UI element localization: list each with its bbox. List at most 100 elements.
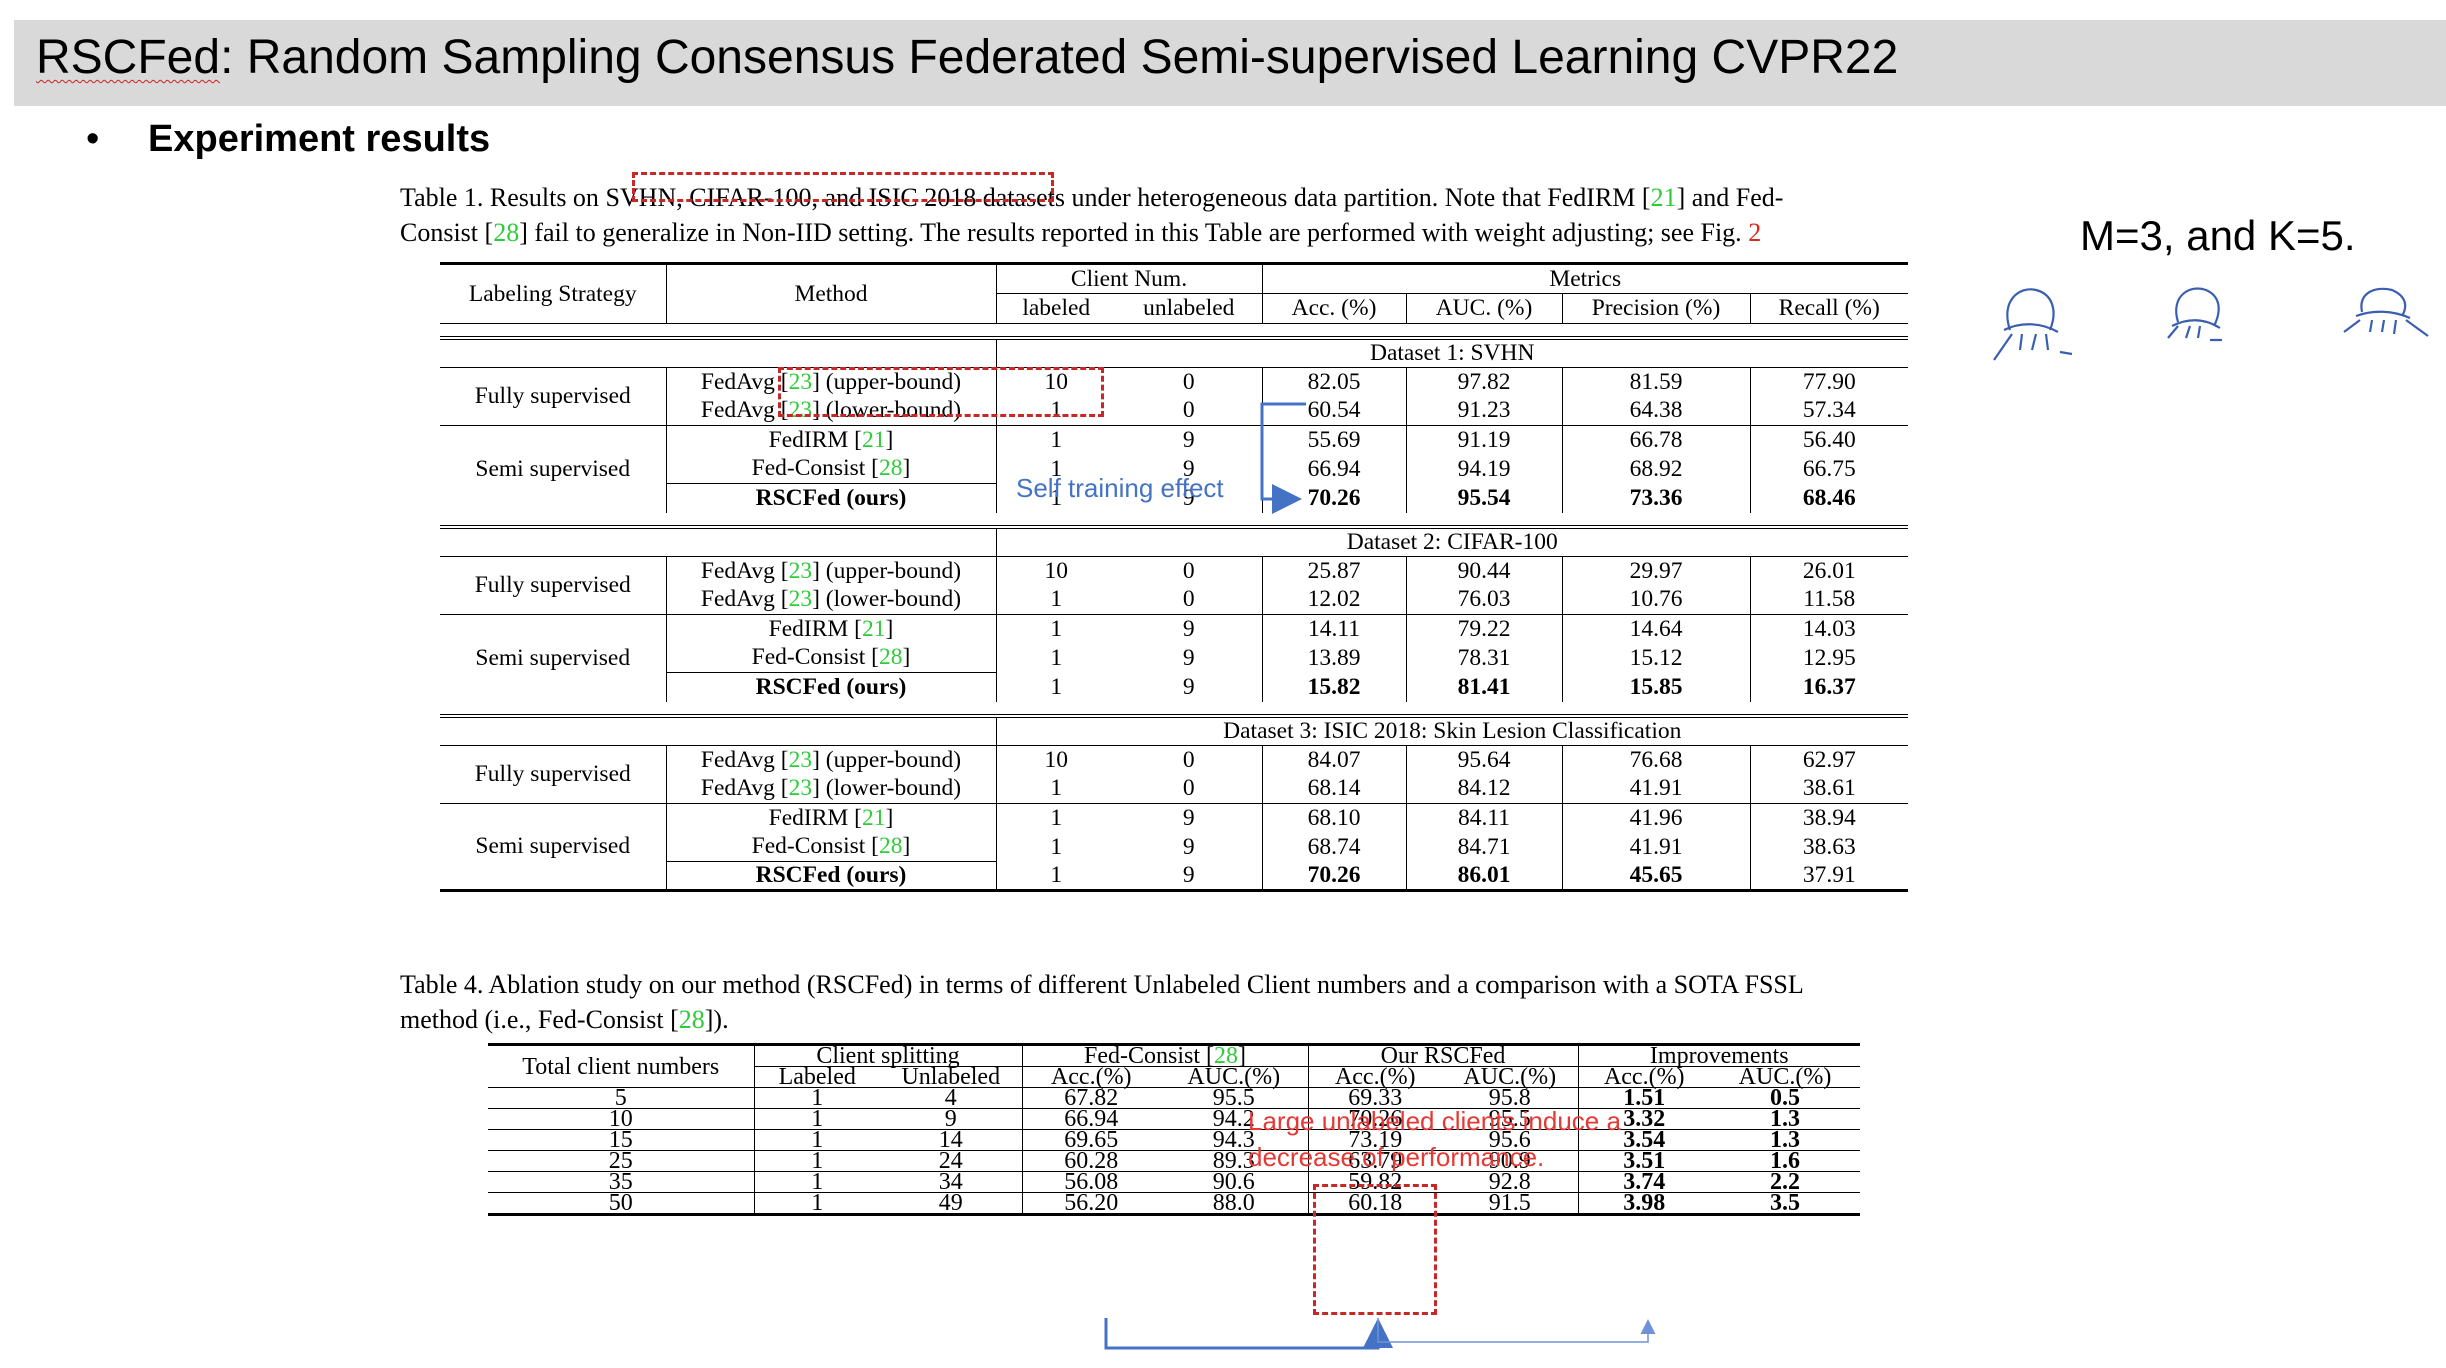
table-cell: 1 — [995, 425, 1116, 455]
table-cell: 90.6 — [1160, 1170, 1308, 1194]
highlight-acc-box — [1313, 1184, 1437, 1315]
table-cell: 1 — [995, 803, 1116, 833]
table-cell: 1 — [753, 1170, 880, 1194]
table-cell: 84.07 — [1261, 745, 1406, 775]
bullet-glyph: • — [86, 118, 100, 160]
table-cell: 56.08 — [1021, 1170, 1160, 1194]
group-label: Fully supervised — [474, 383, 631, 409]
table-cell: 1 — [753, 1086, 880, 1110]
table-cell: 91.23 — [1405, 396, 1562, 426]
dataset-header-2: Dataset 2: CIFAR-100 — [995, 524, 1908, 557]
table-row: 10 1 9 66.94 94.2 70.26 95.5 3.32 1.3 — [488, 1107, 1860, 1131]
table1-caption-line2: Consist [28] fail to generalize in Non-I… — [400, 218, 1762, 247]
table-cell: 59.82 — [1307, 1170, 1442, 1194]
method-cell: Fed-Consist [28] — [665, 832, 996, 862]
table-cell: 84.11 — [1405, 803, 1562, 833]
table-cell: 0 — [1182, 368, 1195, 395]
table-cell: 73.19 — [1307, 1128, 1442, 1152]
table-cell: 69.33 — [1307, 1086, 1442, 1110]
table-cell: 10 — [995, 367, 1116, 397]
method-cell: Fed-Consist [28] — [665, 643, 996, 673]
improvement-arrow-fc — [1104, 1318, 1393, 1350]
table-cell: 24 — [880, 1149, 1022, 1173]
table-cell: 14.03 — [1749, 614, 1908, 644]
table-cell: 70.26 — [1261, 861, 1406, 892]
table-cell: 1 — [995, 454, 1116, 484]
sketch-icon-1 — [1993, 288, 2073, 361]
table-cell: 1 — [995, 672, 1116, 702]
table-cell: 10 — [995, 745, 1116, 775]
title-prefix: RSCFed — [36, 31, 221, 84]
table-cell: 91.5 — [1442, 1191, 1578, 1216]
table-cell: 1 — [995, 774, 1116, 804]
table1: Labeling Strategy Method Client Num. Met… — [440, 262, 1908, 892]
table-cell: 69.65 — [1021, 1128, 1160, 1152]
table-cell: 1 — [995, 643, 1116, 673]
table-cell: 70.26 — [1307, 1107, 1442, 1131]
table-cell: 95.64 — [1405, 745, 1562, 775]
table-cell: 3.32 — [1577, 1107, 1710, 1131]
table-row: Fed-Consist [28] 1 9 13.89 78.31 15.12 12.95 — [440, 643, 1908, 673]
table-cell: 92.8 — [1442, 1170, 1578, 1194]
header-t4-imp-acc: Acc.(%) — [1577, 1065, 1710, 1089]
table-cell: 3.98 — [1577, 1191, 1710, 1216]
table-cell: 84.71 — [1405, 832, 1562, 862]
method-cell: FedIRM [21] — [665, 614, 996, 644]
table-cell: 55.69 — [1261, 425, 1406, 455]
table-cell: 14.11 — [1261, 614, 1406, 644]
title-rest: : Random Sampling Consensus Federated Se… — [220, 31, 1899, 84]
table-cell: 60.18 — [1307, 1191, 1442, 1216]
annotation-large-unlabeled-1: Large unlabeled clients induce a — [1248, 1106, 1621, 1136]
method-cell: FedAvg [23] (lower-bound) — [665, 585, 996, 615]
table-cell: 41.91 — [1561, 832, 1750, 862]
table-cell: 0 — [1182, 557, 1195, 584]
table-cell: 10.76 — [1561, 585, 1750, 615]
table-cell: 37.91 — [1749, 861, 1908, 892]
table-cell: 9 — [1116, 614, 1262, 644]
highlight-fedavg-box — [778, 367, 1104, 417]
sketch-icon-3 — [2343, 287, 2429, 337]
table-cell: 45.65 — [1561, 861, 1750, 892]
table-row: 25 1 24 60.28 89.3 63.79 90.9 3.51 1.6 — [488, 1149, 1860, 1173]
table-cell: 95.54 — [1405, 483, 1562, 513]
table-cell: 1.51 — [1577, 1086, 1710, 1110]
table-cell: 68.10 — [1261, 803, 1406, 833]
table-cell: 15.82 — [1261, 672, 1406, 702]
table-cell: 81.41 — [1405, 672, 1562, 702]
improvement-arrow-ours — [1377, 1318, 1656, 1343]
header-method: Method — [665, 263, 996, 324]
table-row: RSCFed (ours) 1 9 15.82 81.41 15.85 16.37 — [440, 672, 1908, 702]
table-cell: 1 — [995, 861, 1116, 892]
table-row: Fed-Consist [28] 1 9 66.94 94.19 68.92 66.75 — [440, 454, 1908, 484]
table-cell: 1 — [995, 483, 1116, 513]
table-cell: 68.46 — [1749, 483, 1908, 513]
header-t4-labeled: Labeled — [753, 1065, 880, 1089]
table-cell: 66.94 — [1261, 454, 1406, 484]
header-unlabeled: unlabeled — [1116, 293, 1262, 324]
table-cell: 77.90 — [1749, 367, 1908, 397]
table-cell: 91.19 — [1405, 425, 1562, 455]
table-row: Semi supervised FedIRM [21] 1 9 14.11 79.22 14… — [440, 614, 1908, 702]
method-cell: FedAvg [23] (lower-bound) — [665, 396, 996, 426]
annotation-self-training: Self training effect — [1016, 473, 1224, 503]
table-cell: 9 — [1182, 673, 1195, 700]
method-cell: FedAvg [23] (upper-bound) — [665, 556, 996, 586]
table-row: 15 1 14 69.65 94.3 73.19 95.6 3.54 1.3 — [488, 1128, 1860, 1152]
group-label: Semi supervised — [440, 614, 666, 702]
table-cell: 9 — [1116, 803, 1262, 833]
table-cell: 94.3 — [1160, 1128, 1308, 1152]
table-cell: 90.9 — [1442, 1149, 1578, 1173]
table-cell: 9 — [880, 1107, 1022, 1131]
table-cell: 60.28 — [1021, 1149, 1160, 1173]
header-total-clients: Total client numbers — [488, 1044, 754, 1088]
sketch-icon-2 — [2167, 287, 2222, 342]
table-cell: 10 — [488, 1107, 754, 1131]
table-cell: 1 — [753, 1149, 880, 1173]
method-cell: RSCFed (ours) — [665, 483, 996, 513]
table-cell: 60.54 — [1261, 396, 1406, 426]
table4-caption-line2: method (i.e., Fed-Consist [28]). — [400, 1005, 729, 1034]
table-cell: 50 — [488, 1191, 754, 1216]
table-cell: 95.8 — [1488, 1085, 1531, 1111]
header-fed-consist: Fed-Consist [28] — [1021, 1044, 1308, 1068]
table-cell: 66.75 — [1749, 454, 1908, 484]
